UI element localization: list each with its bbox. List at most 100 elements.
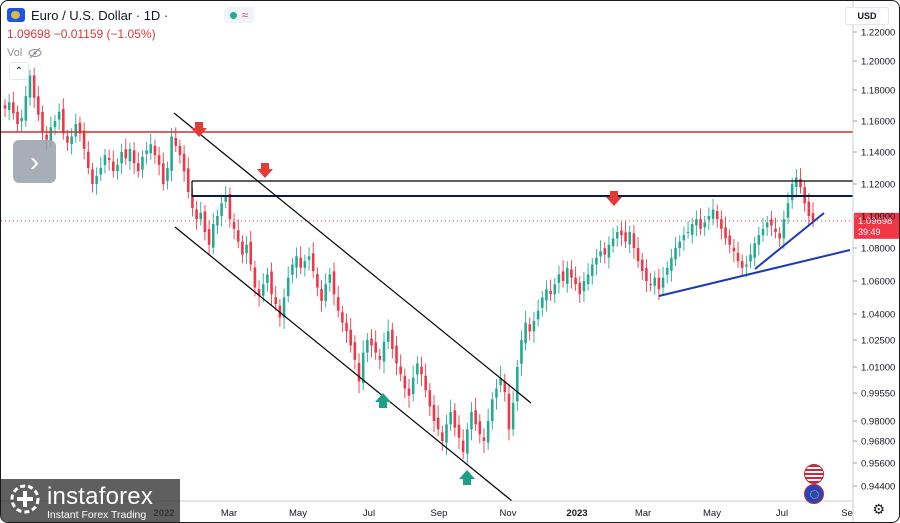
candle-body [532,320,536,332]
candle-body [132,150,136,164]
candle-body [107,158,111,160]
candle-body [116,164,119,172]
candle-body [241,241,244,255]
candle-body [403,375,407,389]
candle-body [7,102,11,110]
collapse-chevron-icon[interactable]: ⌃ [9,62,29,80]
candle-body [615,232,619,239]
candle-body [399,366,402,375]
candle-body [182,153,186,172]
candle-body [161,163,165,184]
candle-body [507,393,511,430]
candle-body [665,267,669,275]
candle-body [37,96,40,115]
eu-flag-icon [804,484,824,504]
candle-body [378,355,382,360]
instaforex-logo-icon [10,484,40,514]
symbol-title[interactable]: Euro / U.S. Dollar · 1D · [31,7,169,23]
currency-button[interactable]: USD [845,7,889,25]
candle-body [457,424,461,438]
candle-body [95,176,98,184]
candle-body [674,248,677,260]
us-flag-icon [804,464,824,484]
up-arrow-marker [375,393,391,408]
candle-body [599,251,602,257]
y-tick-label: 1.20000 [861,57,895,68]
candle-body [111,161,115,172]
candle-body [20,117,23,122]
y-tick-label: 0.95600 [861,459,895,470]
candle-body [811,213,815,221]
candle-body [170,136,173,171]
candle-body [78,122,82,134]
y-tick-label: 1.06000 [861,277,895,288]
candle-body [320,289,323,301]
candle-body [503,380,507,393]
candle-body [545,289,548,301]
candle-body [786,203,790,218]
x-tick-label: May [289,508,307,519]
candle-body [424,375,427,391]
y-tick-label: 0.98000 [861,417,895,428]
hide-eye-icon[interactable] [28,47,42,59]
candle-body [87,151,90,168]
candle-body [757,235,761,245]
candle-body [682,235,686,241]
candle-body [220,203,223,216]
candle-body [316,274,319,288]
candle-body [336,297,340,311]
candle-body [432,404,436,421]
candle-body [349,329,352,346]
x-tick-label: May [703,508,721,519]
candle-body [74,124,78,137]
candle-body [99,168,103,175]
candle-body [715,211,719,220]
candle-body [528,324,532,332]
candle-body [441,432,444,441]
candle-body [341,312,344,323]
next-arrow-icon[interactable]: › [13,140,56,183]
candle-body [607,244,611,258]
candle-body [611,238,615,247]
candle-body [436,417,440,430]
candle-body [411,377,415,395]
candle-body [291,264,294,275]
candle-body [595,257,598,265]
support-line-long [658,249,851,297]
volume-indicator[interactable]: Vol [7,47,254,59]
candle-body [332,271,336,295]
candle-body [420,366,423,375]
y-tick-label: 1.12000 [861,180,895,191]
candle-body [745,264,748,267]
channel-lower-line [174,226,513,502]
y-tick-label: 0.99550 [861,389,895,400]
candle-body [590,264,594,276]
support-line-short [754,212,825,270]
candle-body [186,168,190,192]
candle-body [357,363,361,382]
candle-body [66,136,69,143]
x-tick-label: Jul [363,508,375,519]
market-status-badge[interactable]: ≈ [224,7,255,23]
candle-body [91,169,94,184]
candle-body [428,390,432,407]
brand-name: instaforex [47,483,154,510]
candle-body [353,342,357,360]
candle-body [461,440,465,452]
candle-body [261,284,265,296]
candle-body [370,338,373,346]
candle-body [486,421,490,443]
candle-body [253,267,257,288]
candle-body [699,219,702,229]
candle-body [799,179,802,188]
x-tick-label: Jul [776,508,788,519]
candle-body [149,144,153,154]
candle-body [678,241,682,248]
candle-body [311,253,315,272]
candle-body [207,229,211,245]
settings-gear-icon[interactable]: ⚙ [872,501,885,517]
candle-body [570,269,573,278]
candle-body [157,155,161,165]
candle-body [749,254,752,262]
